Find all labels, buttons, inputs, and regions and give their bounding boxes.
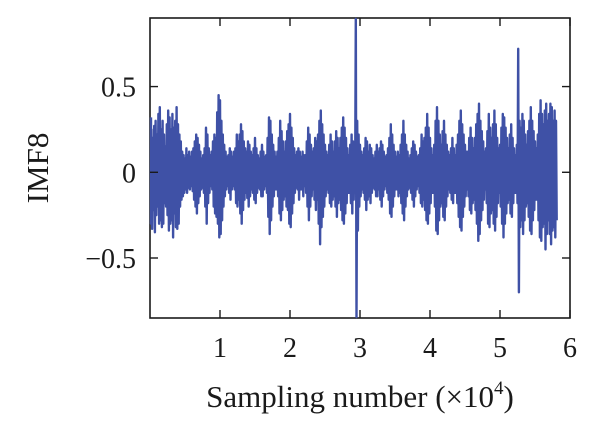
series-layer [149,17,558,319]
x-axis-label-suffix: ) [504,379,514,414]
y-tick-label: 0.5 [101,73,136,104]
imf8-signal-line [149,17,558,319]
x-axis-label-exponent: 4 [494,378,504,399]
y-tick-label: 0 [122,158,136,189]
x-tick-label: 3 [353,333,367,364]
y-tick-label: −0.5 [85,244,136,275]
x-tick-label: 5 [493,333,507,364]
x-axis-label: Sampling number (×104) [206,378,514,414]
x-axis-label-main: Sampling number (×10 [206,379,494,414]
x-tick-label: 2 [283,333,297,364]
x-tick-label: 6 [563,333,577,364]
x-tick-label: 4 [423,333,437,364]
x-tick-label: 1 [213,333,227,364]
axis-ticks: 1 2 3 4 5 6 0.5 0 −0.5 [85,18,577,364]
y-axis-label: IMF8 [20,133,55,204]
